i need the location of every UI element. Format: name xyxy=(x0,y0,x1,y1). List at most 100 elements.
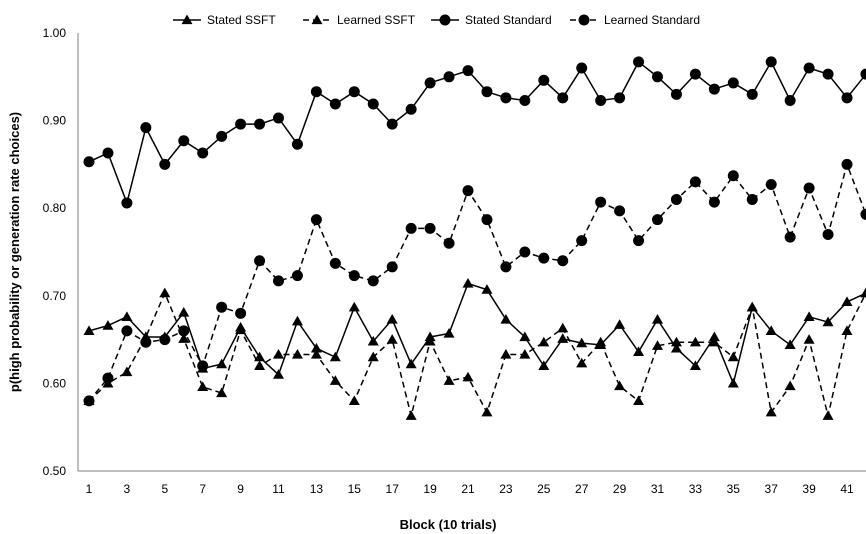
learned-ssft-point xyxy=(424,335,436,346)
learned-ssft-point xyxy=(367,351,379,362)
stated-ssft-point xyxy=(841,296,853,307)
learned-standard-point xyxy=(216,301,228,313)
stated-ssft-point xyxy=(652,313,663,324)
stated-ssft-point xyxy=(291,315,303,326)
learned-ssft-point xyxy=(273,348,284,359)
learned-ssft-point xyxy=(216,387,228,398)
learned-ssft-point xyxy=(784,380,796,391)
stated-standard-point xyxy=(310,86,322,98)
learned-standard-point xyxy=(310,214,322,226)
stated-ssft-point xyxy=(670,342,682,353)
learned-standard-point xyxy=(652,214,663,226)
legend-item-stated-standard: Stated Standard xyxy=(431,13,552,27)
stated-standard-point xyxy=(614,92,626,104)
learned-standard-point xyxy=(595,196,607,208)
stated-standard-point xyxy=(860,68,866,80)
learned-standard-point xyxy=(538,252,550,264)
x-tick-label: 25 xyxy=(537,482,551,496)
learned-ssft-point xyxy=(121,366,133,377)
stated-ssft-point xyxy=(803,311,815,321)
stated-standard-point xyxy=(481,86,493,98)
x-tick-label: 5 xyxy=(161,482,168,496)
stated-ssft-point xyxy=(178,306,190,317)
learned-standard-point xyxy=(860,208,866,220)
learned-ssft-point xyxy=(462,371,474,382)
stated-ssft-point xyxy=(121,311,133,321)
x-tick-label: 41 xyxy=(840,482,854,496)
learned-standard-point xyxy=(500,261,512,273)
y-tick-label: 0.80 xyxy=(43,201,67,215)
legend-label: Learned Standard xyxy=(604,13,700,27)
learned-ssft-point xyxy=(765,406,777,417)
y-tick-label: 1.00 xyxy=(43,26,67,40)
stated-ssft-point xyxy=(386,313,398,324)
stated-standard-point xyxy=(329,98,341,110)
stated-ssft-point xyxy=(254,351,266,362)
stated-ssft-point xyxy=(273,369,284,379)
learned-ssft-point xyxy=(235,324,247,335)
stated-ssft-point xyxy=(83,325,95,335)
stated-standard-point xyxy=(708,83,720,95)
learned-standard-point xyxy=(462,185,474,197)
legend-item-learned-ssft: Learned SSFT xyxy=(303,13,416,27)
stated-standard-point xyxy=(822,68,834,80)
x-tick-label: 9 xyxy=(237,482,244,496)
learned-standard-point xyxy=(367,275,379,287)
learned-ssft-point xyxy=(159,287,171,298)
learned-standard-point xyxy=(822,228,834,240)
x-tick-label: 29 xyxy=(613,482,627,496)
stated-standard-point xyxy=(727,77,739,89)
stated-standard-point xyxy=(291,138,303,150)
learned-ssft-point xyxy=(670,336,682,347)
x-tick-label: 17 xyxy=(386,482,400,496)
learned-ssft-point xyxy=(254,360,266,371)
stated-standard-point xyxy=(159,158,171,170)
stated-ssft-point xyxy=(576,337,588,348)
learned-standard-point xyxy=(102,372,114,384)
stated-standard-point xyxy=(235,118,247,130)
stated-standard-point xyxy=(367,98,379,110)
stated-standard-point xyxy=(121,197,133,209)
learned-standard-point xyxy=(708,196,720,208)
series-learned-standard xyxy=(83,158,866,407)
series-group xyxy=(83,56,866,420)
legend: Stated SSFT Learned SSFT Stated Standard Le… xyxy=(173,13,700,27)
series-stated-standard xyxy=(83,56,866,209)
x-tick-label: 21 xyxy=(461,482,475,496)
stated-ssft-point xyxy=(689,360,701,371)
learned-ssft-point xyxy=(500,348,512,359)
learned-standard-point xyxy=(291,270,303,282)
stated-standard-point xyxy=(140,122,152,134)
learned-ssft-point xyxy=(197,381,209,392)
x-tick-label: 35 xyxy=(727,482,741,496)
learned-standard-point xyxy=(633,235,645,247)
learned-ssft-point xyxy=(860,287,866,298)
stated-standard-point xyxy=(102,147,114,159)
stated-standard-point xyxy=(576,62,588,74)
axes xyxy=(77,33,866,472)
stated-standard-point xyxy=(746,88,758,100)
stated-ssft-point xyxy=(765,325,777,335)
stated-standard-point xyxy=(784,94,796,106)
learned-standard-point xyxy=(197,360,209,372)
learned-ssft-point xyxy=(822,410,834,420)
learned-standard-point xyxy=(670,193,682,205)
y-tick-label: 0.90 xyxy=(43,114,67,128)
learned-standard-point xyxy=(481,214,493,226)
learned-ssft-point xyxy=(519,348,531,359)
learned-ssft-point xyxy=(841,325,853,335)
stated-standard-point xyxy=(216,130,228,142)
learned-standard-point xyxy=(803,182,815,194)
learned-ssft-point xyxy=(803,334,815,344)
x-tick-label: 31 xyxy=(651,482,665,496)
x-tick-label: 39 xyxy=(802,482,816,496)
learned-standard-point xyxy=(765,179,777,191)
legend-marker xyxy=(311,14,323,25)
learned-standard-point xyxy=(424,222,436,234)
stated-ssft-point xyxy=(519,331,531,342)
learned-standard-point xyxy=(235,307,247,319)
learned-ssft-point xyxy=(443,375,455,385)
learned-standard-point xyxy=(121,325,133,337)
stated-standard-point xyxy=(386,118,398,130)
x-tick-label: 23 xyxy=(499,482,513,496)
